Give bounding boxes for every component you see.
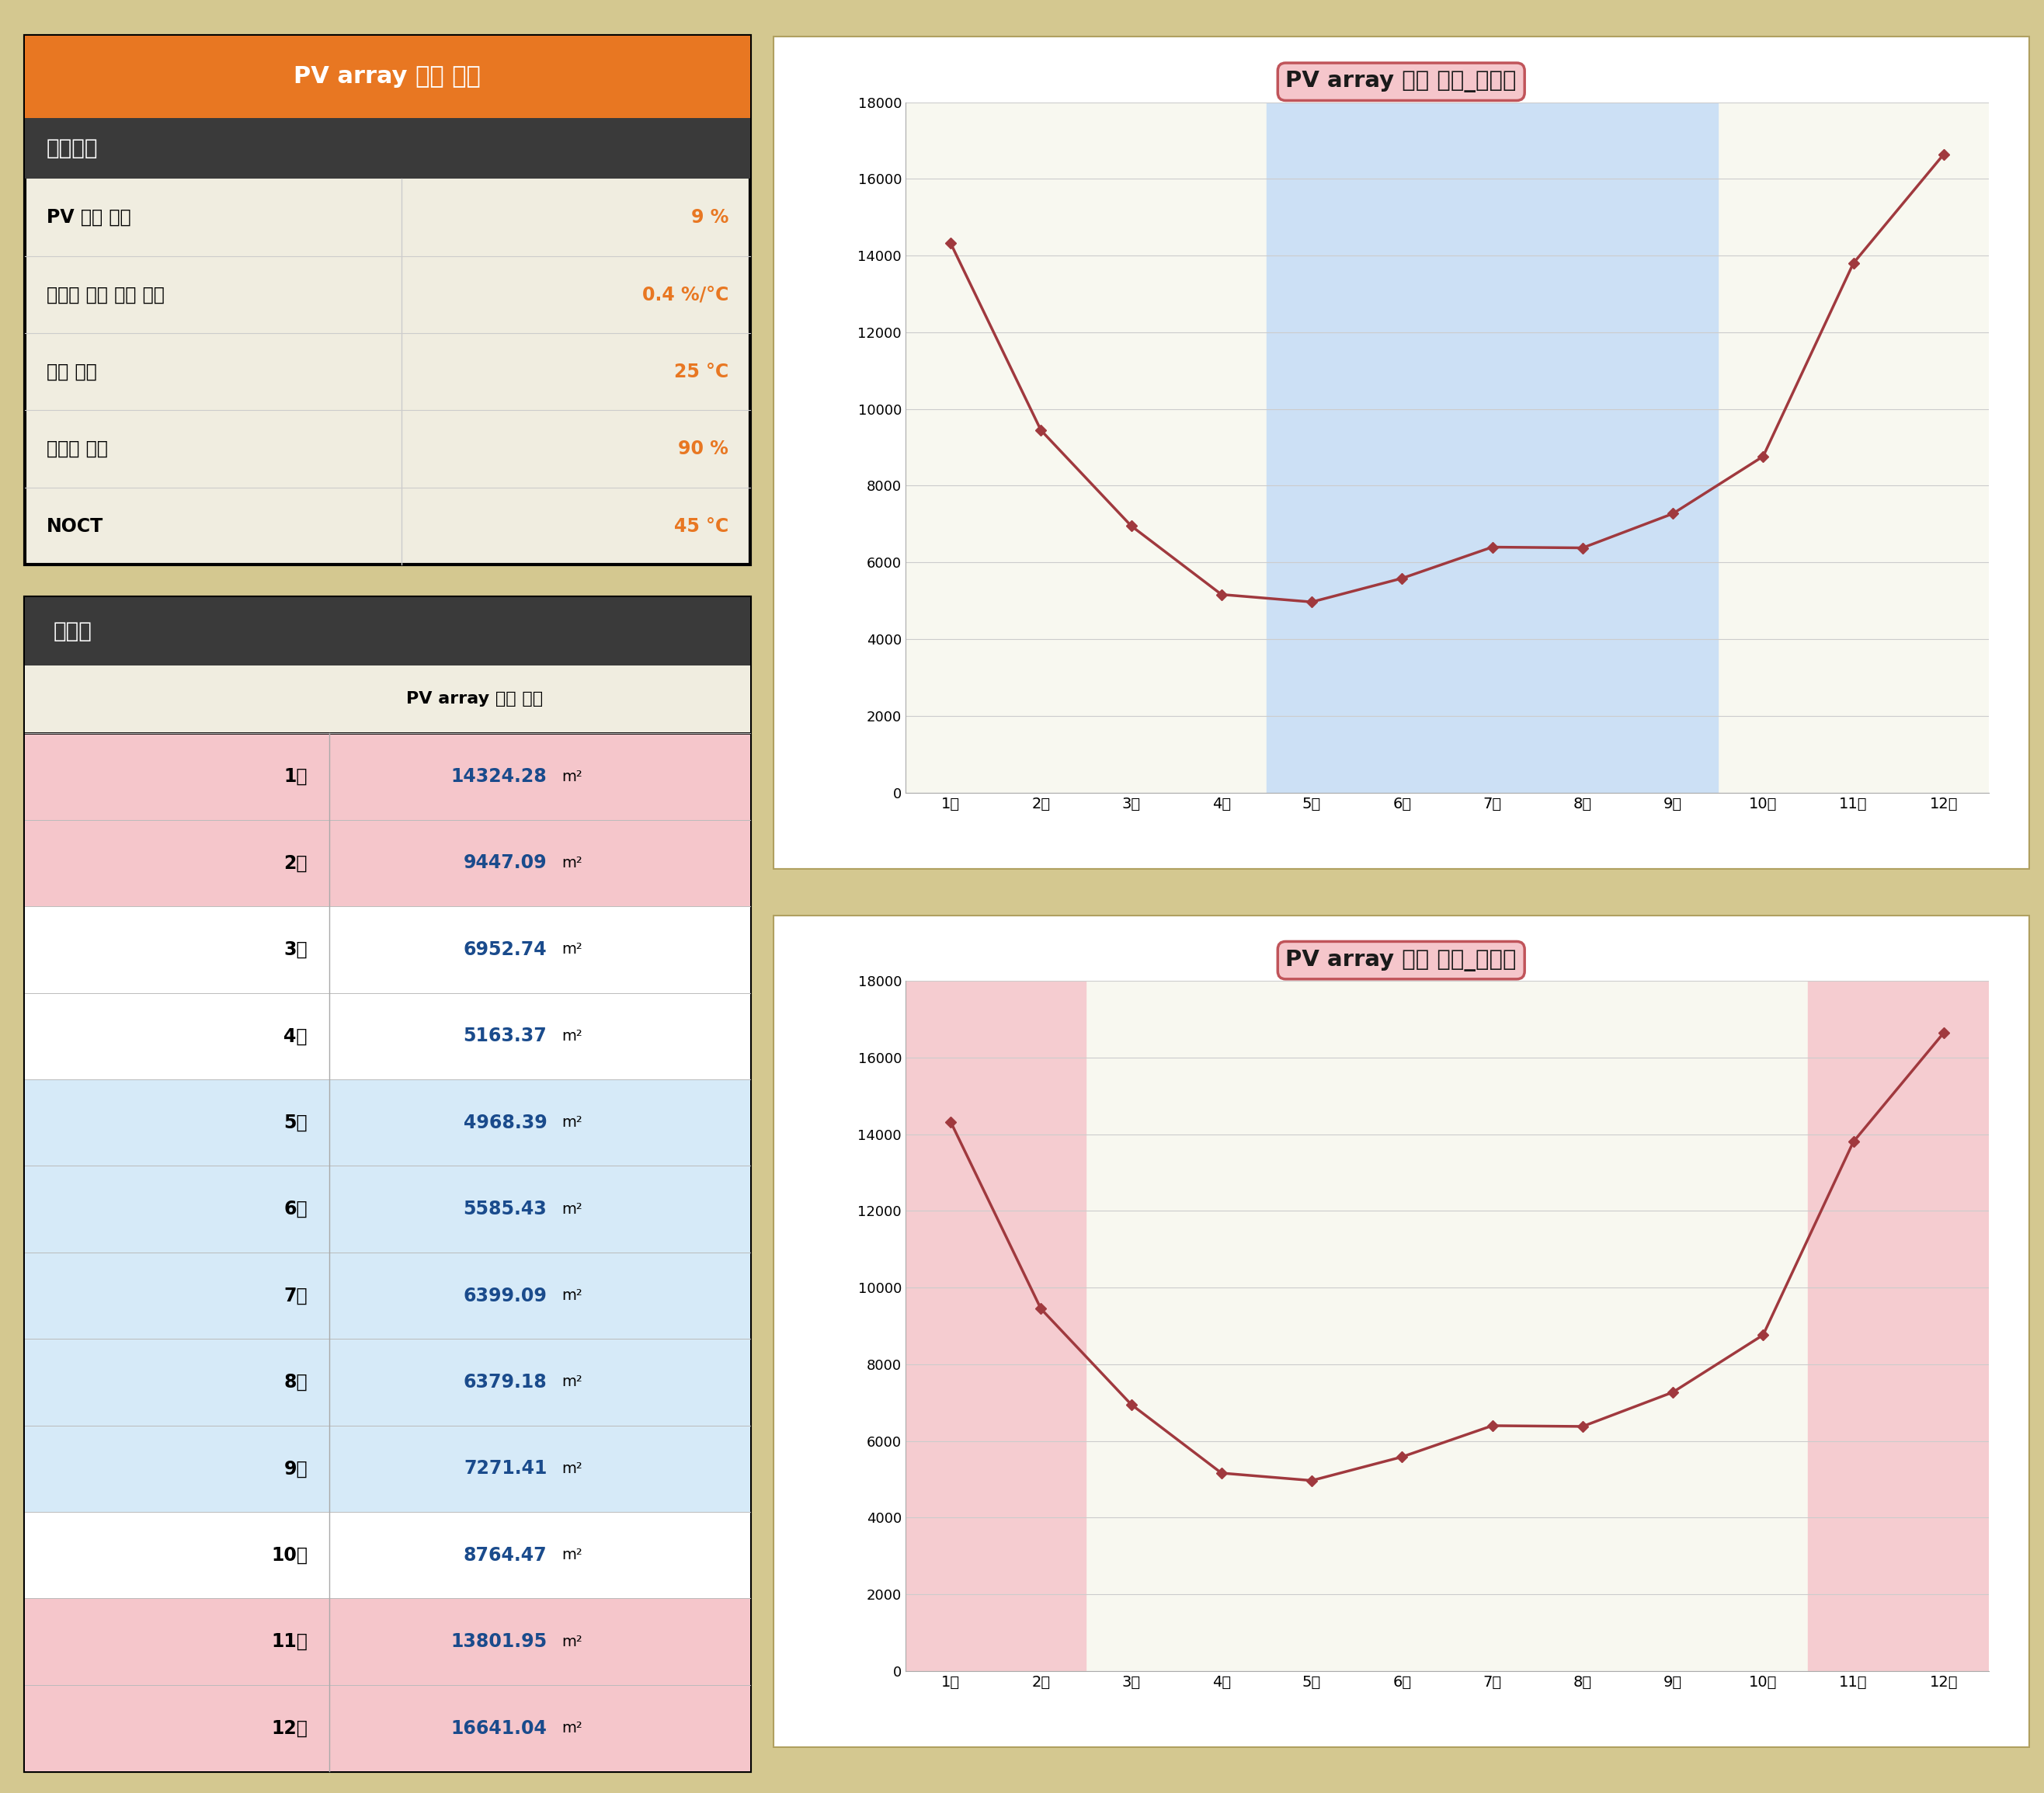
- Text: NOCT: NOCT: [47, 516, 102, 536]
- Text: 7271.41: 7271.41: [464, 1460, 548, 1477]
- Bar: [25, 1079, 750, 1165]
- Text: PV array 면적 예측: PV array 면적 예측: [294, 66, 480, 88]
- Text: 1월: 1월: [284, 767, 307, 785]
- Bar: [25, 36, 750, 118]
- Text: 90 %: 90 %: [679, 439, 728, 459]
- Text: 2월: 2월: [284, 853, 307, 873]
- Text: 6월: 6월: [284, 1200, 307, 1219]
- Text: 4월: 4월: [284, 1027, 307, 1045]
- Bar: [25, 1252, 750, 1339]
- Text: 결과값: 결과값: [53, 620, 92, 642]
- Bar: [25, 118, 750, 179]
- Bar: [25, 1685, 750, 1771]
- Text: m²: m²: [562, 1461, 583, 1476]
- Text: m²: m²: [562, 1201, 583, 1216]
- Bar: [25, 819, 750, 905]
- Text: m²: m²: [562, 1547, 583, 1562]
- Text: 9447.09: 9447.09: [464, 853, 548, 873]
- Text: m²: m²: [562, 1029, 583, 1044]
- Text: PV array 설치 면적_냉방기: PV array 설치 면적_냉방기: [1286, 72, 1517, 93]
- Text: m²: m²: [562, 1115, 583, 1130]
- Text: 6399.09: 6399.09: [464, 1286, 548, 1305]
- Text: 5163.37: 5163.37: [464, 1027, 548, 1045]
- Text: 인버터 효율: 인버터 효율: [47, 439, 108, 459]
- Bar: [25, 665, 750, 733]
- Text: PV array 설치 면적_난방기: PV array 설치 면적_난방기: [1286, 950, 1517, 972]
- Bar: [25, 733, 750, 819]
- Text: m²: m²: [562, 1375, 583, 1390]
- Text: 입력변수: 입력변수: [47, 138, 98, 160]
- Text: 11월: 11월: [272, 1632, 307, 1651]
- Text: 25 °C: 25 °C: [675, 362, 728, 382]
- Text: 모듈에 따른 온도 상수: 모듈에 따른 온도 상수: [47, 285, 164, 303]
- Bar: [25, 1511, 750, 1598]
- Text: PV array 설치 면적: PV array 설치 면적: [407, 692, 544, 706]
- Bar: [25, 597, 750, 665]
- Text: 8월: 8월: [284, 1373, 307, 1391]
- Text: 0.4 %/°C: 0.4 %/°C: [642, 285, 728, 303]
- Text: 3월: 3월: [284, 940, 307, 959]
- Text: 6952.74: 6952.74: [464, 940, 548, 959]
- Text: 4968.39: 4968.39: [464, 1113, 548, 1131]
- Bar: [905, 981, 1085, 1671]
- Bar: [25, 1165, 750, 1252]
- Text: 7월: 7월: [284, 1286, 307, 1305]
- Bar: [1267, 102, 1717, 793]
- Text: 9 %: 9 %: [691, 208, 728, 226]
- Text: 16641.04: 16641.04: [452, 1719, 548, 1737]
- Text: 12월: 12월: [272, 1719, 307, 1737]
- Text: 10월: 10월: [272, 1546, 307, 1565]
- Bar: [25, 993, 750, 1079]
- Text: m²: m²: [562, 941, 583, 957]
- Bar: [25, 1598, 750, 1685]
- Text: 8764.47: 8764.47: [464, 1546, 548, 1565]
- Text: 6379.18: 6379.18: [464, 1373, 548, 1391]
- Bar: [25, 905, 750, 993]
- Text: 5585.43: 5585.43: [464, 1200, 548, 1219]
- Text: m²: m²: [562, 1635, 583, 1650]
- Text: 45 °C: 45 °C: [675, 516, 728, 536]
- Text: 14324.28: 14324.28: [452, 767, 548, 785]
- Text: PV 정격 효율: PV 정격 효율: [47, 208, 131, 226]
- Text: m²: m²: [562, 769, 583, 784]
- Text: 5월: 5월: [284, 1113, 307, 1131]
- Text: m²: m²: [562, 855, 583, 870]
- Text: 13801.95: 13801.95: [450, 1632, 548, 1651]
- Bar: [25, 1339, 750, 1425]
- Bar: [25, 1425, 750, 1511]
- Text: 정격 온도: 정격 온도: [47, 362, 96, 382]
- Bar: [1809, 981, 1989, 1671]
- Text: m²: m²: [562, 1289, 583, 1304]
- Text: 9월: 9월: [284, 1460, 307, 1477]
- Text: m²: m²: [562, 1721, 583, 1736]
